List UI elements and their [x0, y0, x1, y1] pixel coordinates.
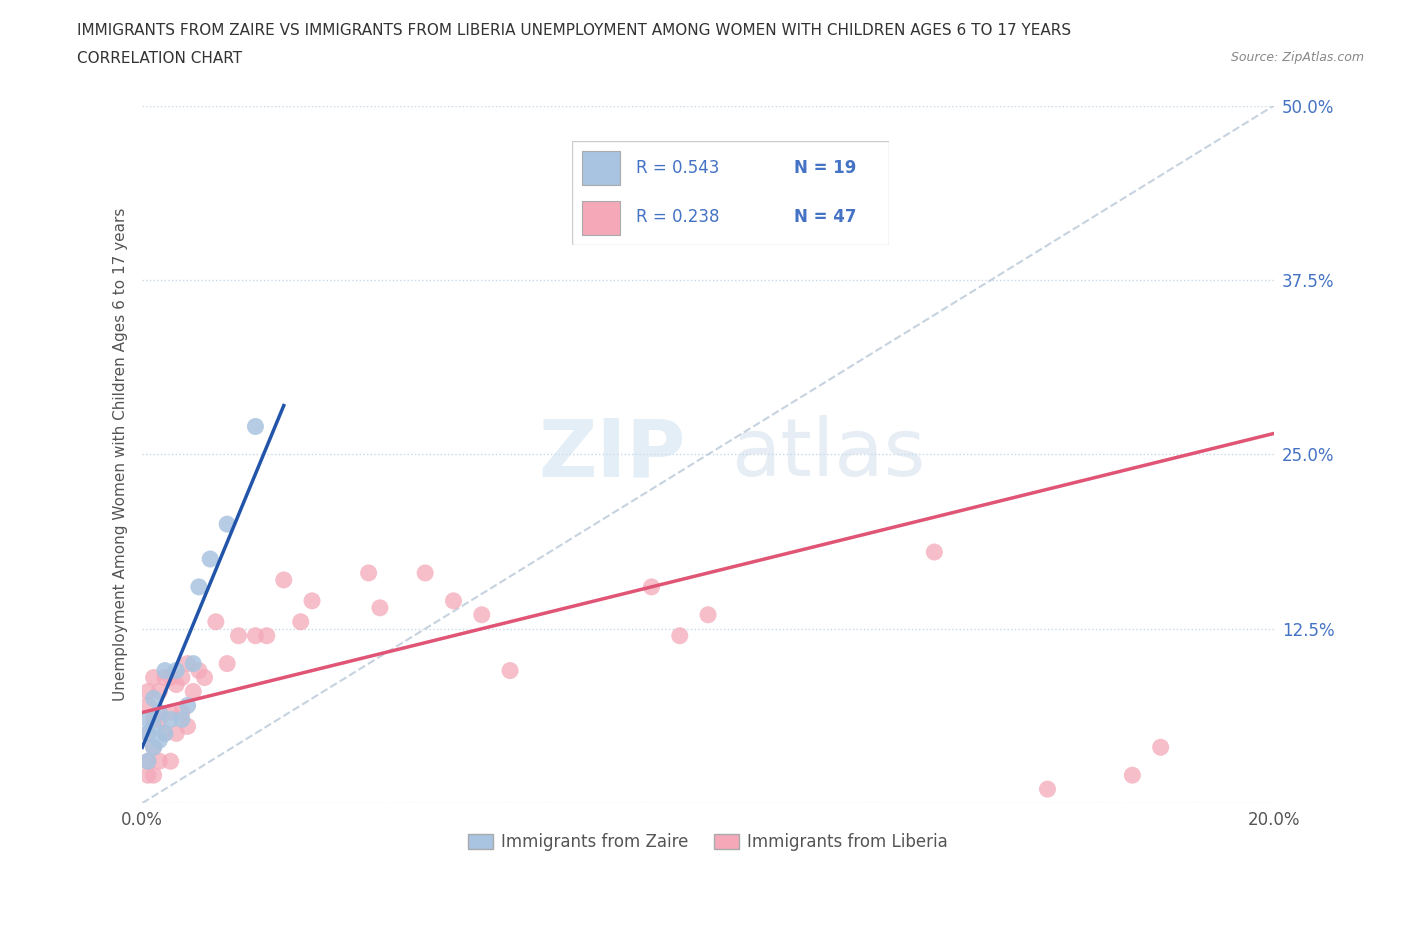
- Point: [1036, 782, 1059, 797]
- Point: [181, 657, 204, 671]
- Text: Source: ZipAtlas.com: Source: ZipAtlas.com: [1230, 51, 1364, 64]
- Point: [176, 657, 198, 671]
- Point: [148, 705, 170, 720]
- Point: [697, 607, 720, 622]
- Point: [142, 671, 165, 685]
- Point: [187, 579, 209, 594]
- Point: [368, 601, 391, 616]
- Point: [159, 671, 181, 685]
- Point: [443, 593, 465, 608]
- Point: [413, 565, 436, 580]
- Point: [176, 698, 198, 713]
- Point: [148, 712, 170, 727]
- Point: [176, 719, 198, 734]
- Point: [165, 663, 187, 678]
- Point: [142, 719, 165, 734]
- Text: atlas: atlas: [731, 416, 925, 494]
- Text: ZIP: ZIP: [538, 416, 686, 494]
- Point: [301, 593, 323, 608]
- Point: [668, 629, 690, 644]
- Point: [217, 657, 239, 671]
- Point: [142, 740, 165, 755]
- Point: [142, 740, 165, 755]
- Point: [499, 663, 522, 678]
- Point: [640, 579, 662, 594]
- Point: [136, 726, 159, 741]
- Point: [159, 705, 181, 720]
- Point: [136, 768, 159, 783]
- Point: [148, 754, 170, 769]
- Point: [153, 726, 176, 741]
- Point: [153, 726, 176, 741]
- Point: [136, 754, 159, 769]
- Point: [159, 754, 181, 769]
- Point: [357, 565, 380, 580]
- Point: [170, 671, 193, 685]
- Point: [471, 607, 494, 622]
- Point: [245, 419, 267, 434]
- Point: [142, 712, 165, 727]
- Y-axis label: Unemployment Among Women with Children Ages 6 to 17 years: Unemployment Among Women with Children A…: [114, 207, 128, 701]
- Point: [273, 573, 295, 588]
- Point: [148, 684, 170, 699]
- Point: [148, 733, 170, 748]
- Point: [290, 615, 312, 630]
- Point: [1121, 768, 1143, 783]
- Point: [136, 698, 159, 713]
- Point: [1149, 740, 1171, 755]
- Point: [159, 712, 181, 727]
- Point: [200, 551, 222, 566]
- Point: [228, 629, 250, 644]
- Point: [170, 705, 193, 720]
- Point: [217, 517, 239, 532]
- Point: [924, 545, 946, 560]
- Point: [136, 712, 159, 727]
- Point: [205, 615, 228, 630]
- Point: [153, 671, 176, 685]
- Point: [193, 671, 215, 685]
- Text: IMMIGRANTS FROM ZAIRE VS IMMIGRANTS FROM LIBERIA UNEMPLOYMENT AMONG WOMEN WITH C: IMMIGRANTS FROM ZAIRE VS IMMIGRANTS FROM…: [77, 23, 1071, 38]
- Point: [142, 768, 165, 783]
- Legend: Immigrants from Zaire, Immigrants from Liberia: Immigrants from Zaire, Immigrants from L…: [461, 826, 955, 857]
- Point: [136, 726, 159, 741]
- Point: [187, 663, 209, 678]
- Text: CORRELATION CHART: CORRELATION CHART: [77, 51, 242, 66]
- Point: [136, 754, 159, 769]
- Point: [165, 677, 187, 692]
- Point: [245, 629, 267, 644]
- Point: [256, 629, 278, 644]
- Point: [142, 691, 165, 706]
- Point: [165, 726, 187, 741]
- Point: [181, 684, 204, 699]
- Point: [153, 663, 176, 678]
- Point: [136, 684, 159, 699]
- Point: [170, 712, 193, 727]
